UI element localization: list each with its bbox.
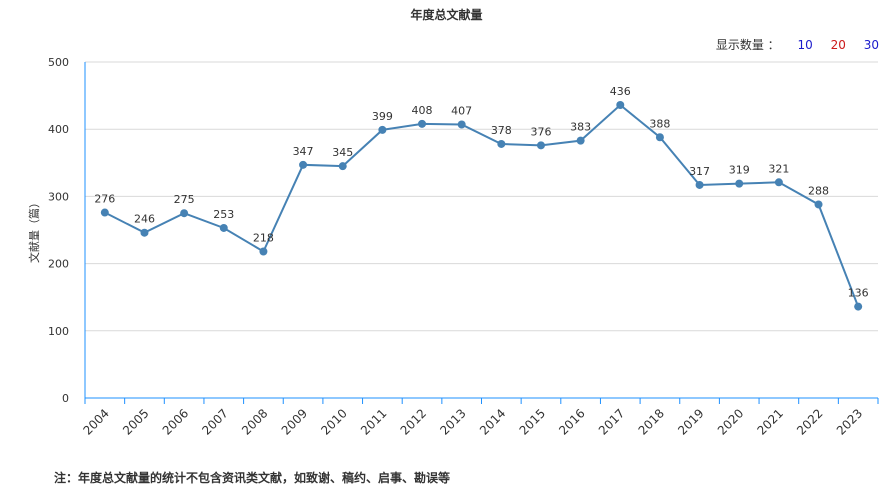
data-point-2004 — [100, 208, 109, 217]
data-label-2020: 319 — [729, 164, 750, 177]
data-label-2022: 288 — [808, 184, 829, 197]
data-label-2014: 378 — [491, 124, 512, 137]
x-tick-label-2022: 2022 — [794, 406, 825, 437]
data-label-2021: 321 — [768, 162, 789, 175]
data-point-2014 — [497, 139, 506, 148]
x-tick-label-2015: 2015 — [517, 406, 548, 437]
data-point-2022 — [814, 200, 823, 209]
x-tick-label-2013: 2013 — [437, 406, 468, 437]
data-label-2017: 436 — [610, 85, 631, 98]
data-point-2015 — [536, 141, 545, 150]
data-label-2010: 345 — [332, 146, 353, 159]
data-point-2008 — [259, 247, 268, 256]
data-label-2007: 253 — [213, 208, 234, 221]
data-point-2005 — [140, 228, 149, 237]
footnote: 注：年度总文献量的统计不包含资讯类文献，如致谢、稿约、启事、勘误等 — [54, 471, 451, 485]
y-tick-label-500: 500 — [48, 56, 69, 69]
x-tick-label-2006: 2006 — [160, 406, 191, 437]
data-point-2013 — [457, 120, 466, 129]
data-label-2011: 399 — [372, 110, 393, 123]
data-point-2011 — [378, 125, 387, 134]
data-point-2023 — [854, 302, 863, 311]
x-tick-label-2011: 2011 — [358, 406, 389, 437]
x-tick-label-2021: 2021 — [754, 406, 785, 437]
data-label-2009: 347 — [293, 145, 314, 158]
data-point-2017 — [616, 101, 625, 110]
data-point-2016 — [576, 136, 585, 145]
chart-title: 年度总文献量 — [410, 8, 483, 22]
x-tick-label-2004: 2004 — [80, 406, 111, 437]
x-tick-label-2018: 2018 — [636, 406, 667, 437]
series-line — [104, 103, 860, 307]
y-tick-label-400: 400 — [48, 123, 69, 136]
y-tick-label-300: 300 — [48, 190, 69, 203]
data-label-2023: 136 — [848, 287, 869, 300]
y-axis-title: 文献量（篇） — [27, 197, 41, 263]
count-option-20[interactable]: 20 — [830, 38, 846, 52]
data-point-2021 — [774, 178, 783, 187]
data-point-2007 — [219, 223, 228, 232]
data-label-2006: 275 — [174, 193, 195, 206]
x-tick-label-2019: 2019 — [675, 406, 706, 437]
x-tick-label-2008: 2008 — [239, 406, 270, 437]
data-point-2018 — [655, 133, 664, 142]
data-point-2020 — [735, 179, 744, 188]
data-label-2005: 246 — [134, 213, 155, 226]
x-tick-label-2010: 2010 — [318, 406, 349, 437]
data-point-2010 — [338, 162, 347, 171]
count-selector: 显示数量 ： 10 20 30 — [712, 36, 879, 53]
count-selector-label: 显示数量 ： — [715, 38, 780, 52]
data-label-2015: 376 — [530, 125, 551, 138]
data-label-2016: 383 — [570, 121, 591, 134]
data-label-2012: 408 — [412, 104, 433, 117]
data-label-2004: 276 — [94, 193, 115, 206]
count-option-30[interactable]: 30 — [863, 38, 879, 52]
data-label-2019: 317 — [689, 165, 710, 178]
x-tick-label-2007: 2007 — [199, 406, 230, 437]
count-option-10[interactable]: 10 — [797, 38, 813, 52]
x-tick-label-2014: 2014 — [477, 406, 508, 437]
x-tick-label-2012: 2012 — [398, 406, 429, 437]
data-label-2013: 407 — [451, 104, 472, 117]
data-point-2009 — [299, 160, 308, 169]
y-tick-label-200: 200 — [48, 258, 69, 271]
x-tick-label-2005: 2005 — [120, 406, 151, 437]
data-label-2018: 388 — [649, 117, 670, 130]
data-label-2008: 218 — [253, 232, 274, 245]
y-tick-label-0: 0 — [62, 392, 69, 405]
x-tick-label-2020: 2020 — [715, 406, 746, 437]
x-tick-label-2023: 2023 — [834, 406, 865, 437]
x-tick-label-2009: 2009 — [279, 406, 310, 437]
x-tick-label-2017: 2017 — [596, 406, 627, 437]
y-tick-label-100: 100 — [48, 325, 69, 338]
x-tick-label-2016: 2016 — [556, 406, 587, 437]
data-point-2012 — [418, 119, 427, 128]
data-point-2006 — [180, 209, 189, 218]
data-point-2019 — [695, 180, 704, 189]
